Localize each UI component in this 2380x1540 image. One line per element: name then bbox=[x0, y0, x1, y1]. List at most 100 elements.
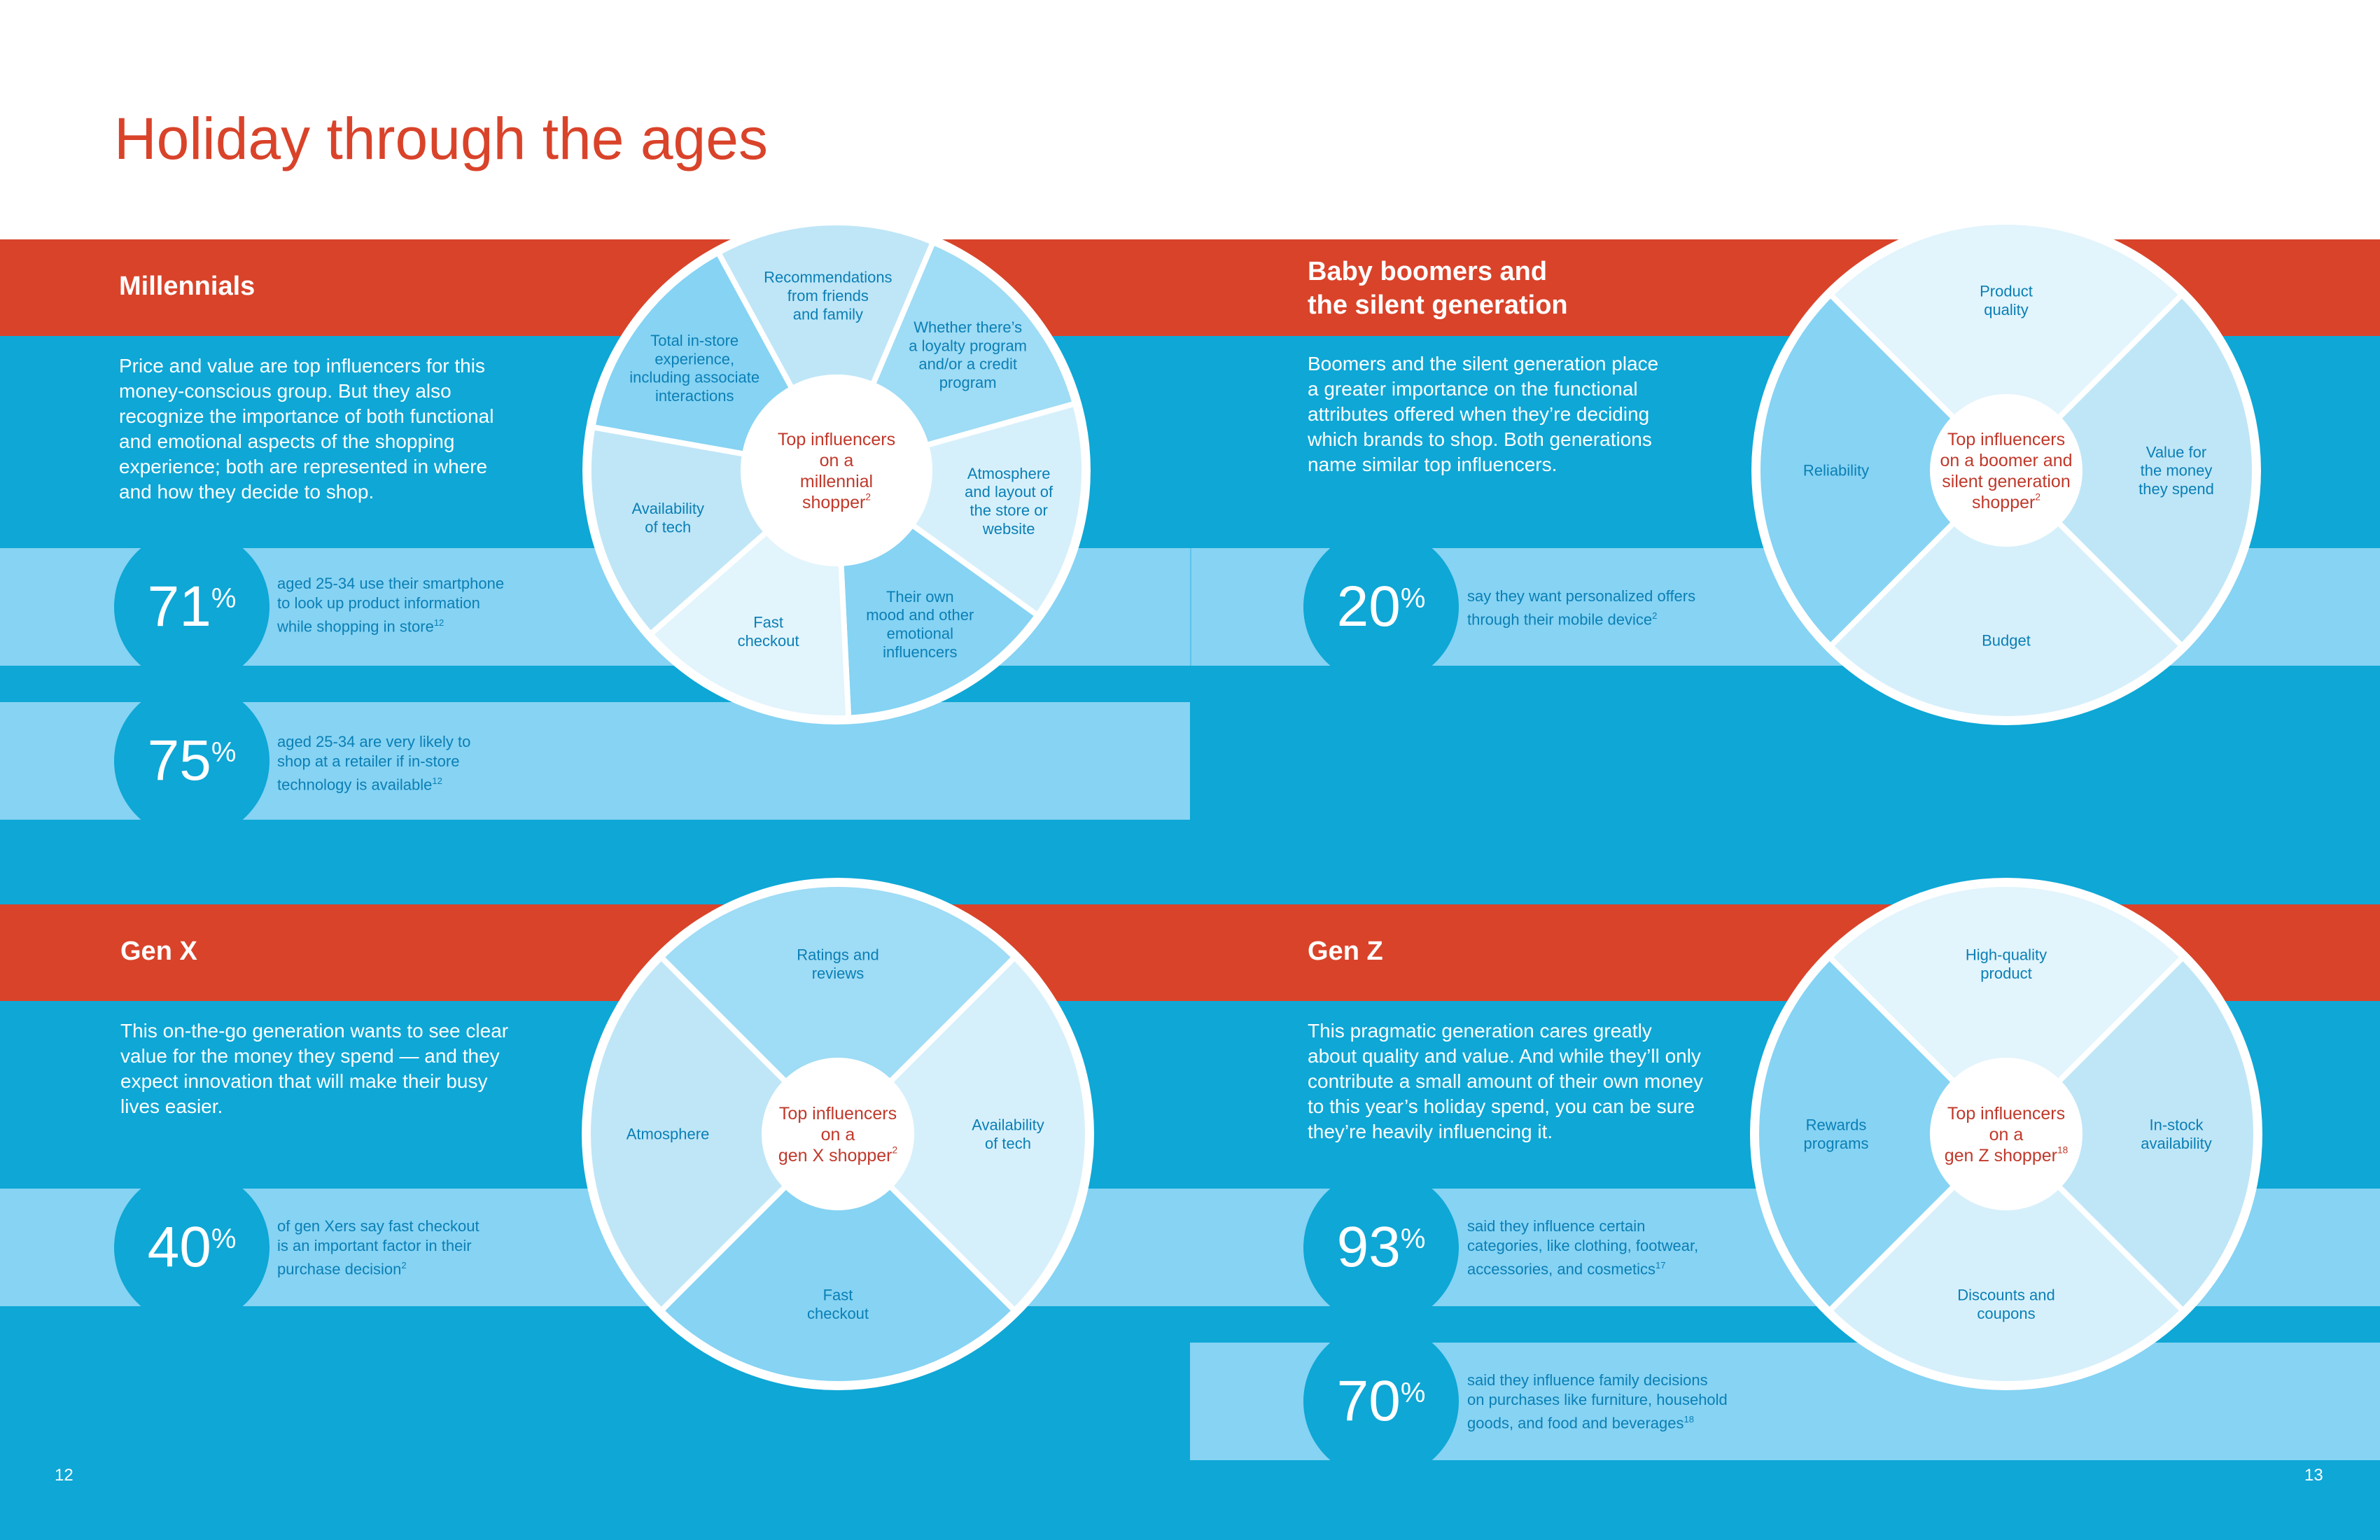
body-line: and emotional aspects of the shopping bbox=[119, 430, 455, 452]
millennials-title: Millennials bbox=[119, 272, 255, 301]
boomers-stat1-text: say they want personalized offers throug… bbox=[1467, 587, 1695, 629]
stat-value: 71 bbox=[147, 575, 211, 638]
genz-segment-label: In-stock availability bbox=[2141, 1116, 2212, 1152]
footnote-ref: 18 bbox=[1684, 1414, 1694, 1424]
body-line: and how they decide to shop. bbox=[119, 481, 374, 503]
footnote-ref: 2 bbox=[1652, 610, 1658, 621]
footnote-ref: 17 bbox=[1656, 1260, 1666, 1270]
stat-line-text: purchase decision bbox=[277, 1260, 402, 1278]
millennials-center-label: Top influencers on a millennial shopper2 bbox=[778, 430, 895, 512]
stat-unit: % bbox=[1400, 1378, 1426, 1408]
genx-body: This on-the-go generation wants to see c… bbox=[120, 1018, 568, 1119]
stat-line: technology is available12 bbox=[277, 771, 470, 794]
genx-segment-label: Ratings and reviews bbox=[797, 946, 878, 982]
millennials-segment-label: Fast checkout bbox=[738, 614, 799, 650]
genx-stat1-text: of gen Xers say fast checkout is an impo… bbox=[277, 1217, 479, 1279]
stat-line: say they want personalized offers bbox=[1467, 587, 1696, 605]
millennials-segment-label: Availability of tech bbox=[631, 500, 704, 536]
stat-line: categories, like clothing, footwear, bbox=[1467, 1237, 1699, 1254]
stat-line-text: while shopping in store bbox=[277, 617, 434, 636]
body-line: which brands to shop. Both generations bbox=[1308, 428, 1652, 450]
body-line: This pragmatic generation cares greatly bbox=[1308, 1020, 1652, 1042]
stat-unit: % bbox=[1400, 1224, 1426, 1254]
genz-center-label: Top influencers on a gen Z shopper18 bbox=[1945, 1104, 2068, 1166]
wheel-center bbox=[764, 1060, 911, 1208]
stat-line: goods, and food and beverages18 bbox=[1467, 1410, 1728, 1433]
stat-value: 70 bbox=[1336, 1369, 1401, 1433]
stat-line: through their mobile device2 bbox=[1467, 606, 1695, 629]
stat-value: 20 bbox=[1336, 575, 1401, 638]
footnote-ref: 12 bbox=[432, 776, 442, 786]
body-line: they’re heavily influencing it. bbox=[1308, 1121, 1553, 1142]
genz-stat2-circle: 70% bbox=[1303, 1324, 1459, 1479]
stat-line: aged 25-34 are very likely to bbox=[277, 733, 471, 750]
genz-stat1-text: said they influence certain categories, … bbox=[1467, 1217, 1698, 1279]
boomers-center-label: Top influencers on a boomer and silent gen… bbox=[1940, 430, 2072, 512]
boomers-title: Baby boomers and the silent generation bbox=[1308, 255, 1568, 322]
millennials-segment-label: Recommendations from friends and family bbox=[764, 269, 892, 323]
boomers-stat1-circle: 20% bbox=[1303, 529, 1459, 685]
stat-line: is an important factor in their bbox=[277, 1237, 472, 1254]
millennials-stat2-circle: 75% bbox=[114, 683, 270, 839]
stat-line: to look up product information bbox=[277, 594, 480, 612]
body-line: recognize the importance of both functio… bbox=[119, 405, 494, 427]
body-line: money-conscious group. But they also bbox=[119, 380, 451, 402]
stat-line: said they influence certain bbox=[1467, 1217, 1646, 1235]
body-line: contribute a small amount of their own m… bbox=[1308, 1070, 1703, 1092]
page-title: Holiday through the ages bbox=[114, 106, 768, 172]
body-line: to this year’s holiday spend, you can be… bbox=[1308, 1096, 1695, 1117]
wheel-center bbox=[1933, 1060, 2080, 1208]
stat-value: 75 bbox=[147, 729, 211, 792]
millennials-stat2-text: aged 25-34 are very likely to shop at a … bbox=[277, 732, 470, 794]
genx-segment-label: Fast checkout bbox=[807, 1287, 869, 1322]
genz-influencer-wheel: High-quality product In-stock availability D… bbox=[1750, 878, 2262, 1390]
genx-segment-label: Availability of tech bbox=[972, 1116, 1044, 1152]
body-line: Price and value are top influencers for … bbox=[119, 355, 485, 377]
stat-value: 40 bbox=[147, 1215, 211, 1279]
body-line: a greater importance on the functional bbox=[1308, 378, 1638, 400]
genx-segment-label: Atmosphere bbox=[626, 1126, 710, 1143]
genz-title: Gen Z bbox=[1308, 937, 1383, 966]
millennials-segment-label: Atmosphere and layout of the store or websi… bbox=[965, 465, 1054, 538]
boomers-segment-label: Product quality bbox=[1980, 283, 2033, 318]
footnote-ref: 2 bbox=[401, 1260, 407, 1270]
page-number-right: 13 bbox=[2304, 1466, 2323, 1485]
body-line: attributes offered when they’re deciding bbox=[1308, 403, 1650, 425]
body-line: lives easier. bbox=[120, 1096, 223, 1117]
footnote-ref: 12 bbox=[433, 617, 444, 628]
genx-title: Gen X bbox=[120, 937, 197, 966]
millennials-stat1-text: aged 25-34 use their smartphone to look … bbox=[277, 574, 504, 636]
millennials-influencer-wheel: Recommendations from friends and family Whe… bbox=[582, 216, 1091, 724]
body-line: This on-the-go generation wants to see c… bbox=[120, 1020, 509, 1042]
stat-unit: % bbox=[1400, 583, 1426, 614]
boomers-body: Boomers and the silent generation place … bbox=[1308, 351, 1742, 477]
wheel-center bbox=[743, 377, 930, 564]
body-line: expect innovation that will make their b… bbox=[120, 1070, 488, 1092]
body-line: name similar top influencers. bbox=[1308, 454, 1558, 475]
page-number-left: 12 bbox=[55, 1466, 74, 1485]
boomers-influencer-wheel: Product quality Value for the money they spe… bbox=[1751, 216, 2261, 725]
title-line: the silent generation bbox=[1308, 290, 1568, 320]
stat-line: of gen Xers say fast checkout bbox=[277, 1217, 479, 1235]
title-line: Baby boomers and bbox=[1308, 257, 1548, 286]
millennials-segment-label: Their own mood and other emotional influenc… bbox=[866, 588, 974, 661]
millennials-body: Price and value are top influencers for … bbox=[119, 354, 567, 505]
stat-line: while shopping in store12 bbox=[277, 613, 504, 636]
stat-line: purchase decision2 bbox=[277, 1256, 479, 1279]
stat-line: said they influence family decisions bbox=[1467, 1371, 1708, 1389]
genz-stat1-circle: 93% bbox=[1303, 1170, 1459, 1325]
millennials-segment-label: Whether there’s a loyalty program and/or a… bbox=[909, 318, 1027, 391]
stat-line: on purchases like furniture, household bbox=[1467, 1391, 1728, 1408]
stat-line-text: through their mobile device bbox=[1467, 610, 1653, 629]
genz-segment-label: Rewards programs bbox=[1804, 1116, 1869, 1152]
body-line: about quality and value. And while they’… bbox=[1308, 1045, 1701, 1067]
body-line: Boomers and the silent generation place bbox=[1308, 353, 1659, 374]
stat-unit: % bbox=[211, 583, 237, 614]
stat-unit: % bbox=[211, 1224, 237, 1254]
stat-line-text: goods, and food and beverages bbox=[1467, 1414, 1684, 1432]
genx-influencer-wheel: Ratings and reviews Availability of tech Fas… bbox=[582, 878, 1094, 1390]
genx-stat1-circle: 40% bbox=[114, 1170, 270, 1325]
genx-center-label: Top influencers on a gen X shopper2 bbox=[778, 1104, 897, 1166]
millennials-segment-label: Total in-store experience, including assoc… bbox=[629, 332, 760, 405]
